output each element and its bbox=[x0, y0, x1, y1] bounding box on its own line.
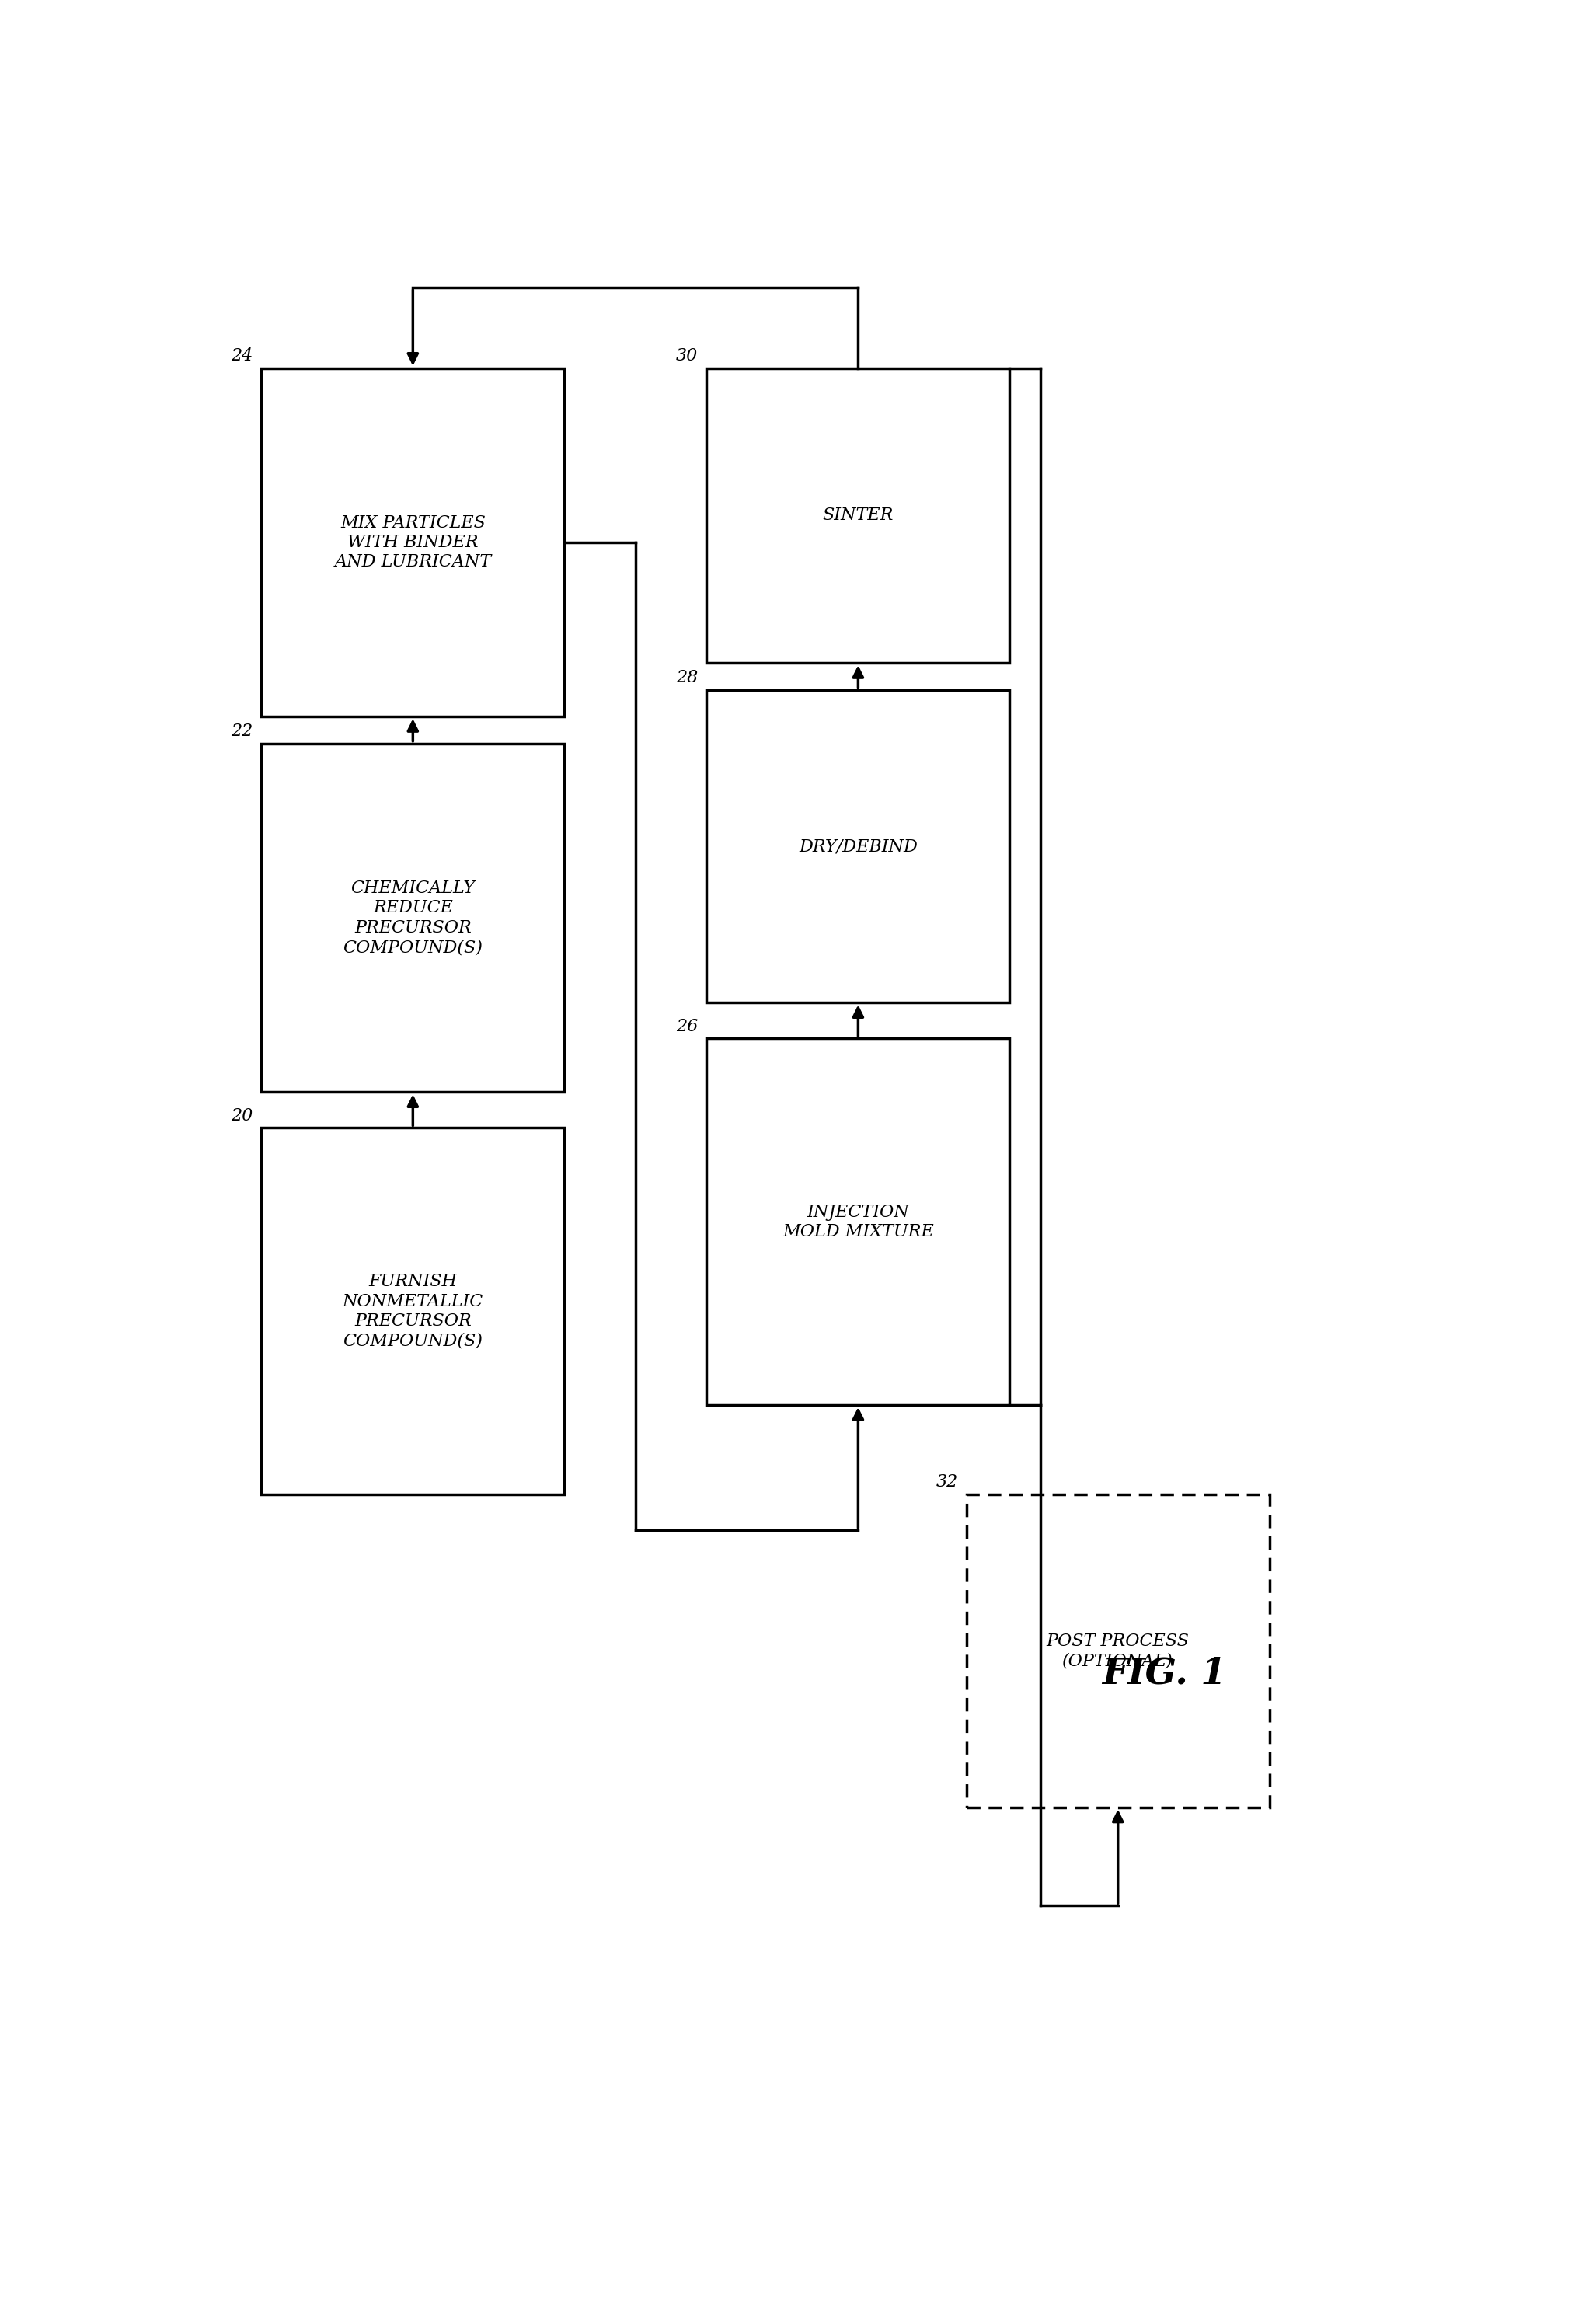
FancyBboxPatch shape bbox=[262, 1128, 565, 1495]
Text: DRY/DEBIND: DRY/DEBIND bbox=[798, 838, 918, 854]
Text: 20: 20 bbox=[231, 1108, 252, 1124]
Text: POST PROCESS
(OPTIONAL): POST PROCESS (OPTIONAL) bbox=[1047, 1632, 1189, 1670]
FancyBboxPatch shape bbox=[262, 367, 565, 717]
Text: MIX PARTICLES
WITH BINDER
AND LUBRICANT: MIX PARTICLES WITH BINDER AND LUBRICANT bbox=[334, 513, 492, 571]
Text: 22: 22 bbox=[231, 722, 252, 741]
FancyBboxPatch shape bbox=[707, 367, 1010, 664]
Text: CHEMICALLY
REDUCE
PRECURSOR
COMPOUND(S): CHEMICALLY REDUCE PRECURSOR COMPOUND(S) bbox=[343, 880, 482, 957]
FancyBboxPatch shape bbox=[707, 1038, 1010, 1405]
Text: FURNISH
NONMETALLIC
PRECURSOR
COMPOUND(S): FURNISH NONMETALLIC PRECURSOR COMPOUND(S… bbox=[343, 1272, 484, 1349]
Text: SINTER: SINTER bbox=[822, 506, 894, 525]
FancyBboxPatch shape bbox=[967, 1495, 1269, 1807]
Text: 30: 30 bbox=[677, 348, 697, 365]
Text: FIG. 1: FIG. 1 bbox=[1101, 1656, 1227, 1690]
FancyBboxPatch shape bbox=[707, 690, 1010, 1003]
Text: 26: 26 bbox=[677, 1017, 697, 1036]
Text: 28: 28 bbox=[677, 669, 697, 687]
Text: 24: 24 bbox=[231, 348, 252, 365]
FancyBboxPatch shape bbox=[262, 743, 565, 1091]
Text: 32: 32 bbox=[935, 1474, 958, 1491]
Text: INJECTION
MOLD MIXTURE: INJECTION MOLD MIXTURE bbox=[782, 1203, 934, 1240]
